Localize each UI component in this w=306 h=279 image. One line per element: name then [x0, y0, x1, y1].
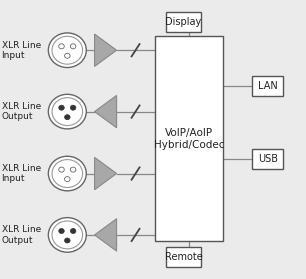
Circle shape: [70, 229, 76, 234]
FancyBboxPatch shape: [252, 149, 283, 169]
FancyBboxPatch shape: [252, 76, 283, 96]
Circle shape: [48, 33, 86, 68]
Text: XLR Line
Input: XLR Line Input: [2, 40, 41, 60]
Circle shape: [59, 44, 64, 49]
Circle shape: [48, 94, 86, 129]
Circle shape: [52, 221, 83, 249]
Polygon shape: [95, 157, 117, 190]
Circle shape: [52, 98, 83, 126]
FancyBboxPatch shape: [166, 12, 201, 32]
Circle shape: [65, 238, 70, 243]
Circle shape: [59, 105, 64, 110]
Text: XLR Line
Input: XLR Line Input: [2, 164, 41, 183]
Circle shape: [65, 53, 70, 58]
Text: USB: USB: [258, 154, 278, 164]
Polygon shape: [95, 219, 117, 251]
Polygon shape: [95, 95, 117, 128]
Text: XLR Line
Output: XLR Line Output: [2, 225, 41, 245]
Circle shape: [48, 218, 86, 252]
Circle shape: [52, 160, 83, 187]
Text: Remote: Remote: [165, 252, 202, 262]
Circle shape: [70, 44, 76, 49]
Circle shape: [65, 115, 70, 120]
Circle shape: [59, 167, 64, 172]
Text: Display: Display: [165, 17, 202, 27]
Circle shape: [59, 229, 64, 234]
Text: LAN: LAN: [258, 81, 278, 91]
Circle shape: [70, 167, 76, 172]
Circle shape: [52, 36, 83, 64]
Polygon shape: [95, 34, 117, 66]
Circle shape: [70, 105, 76, 110]
Text: XLR Line
Output: XLR Line Output: [2, 102, 41, 121]
Circle shape: [48, 156, 86, 191]
FancyBboxPatch shape: [155, 36, 223, 241]
Text: VoIP/AoIP
Hybrid/Codec: VoIP/AoIP Hybrid/Codec: [154, 128, 224, 150]
Circle shape: [65, 177, 70, 182]
FancyBboxPatch shape: [166, 247, 201, 267]
